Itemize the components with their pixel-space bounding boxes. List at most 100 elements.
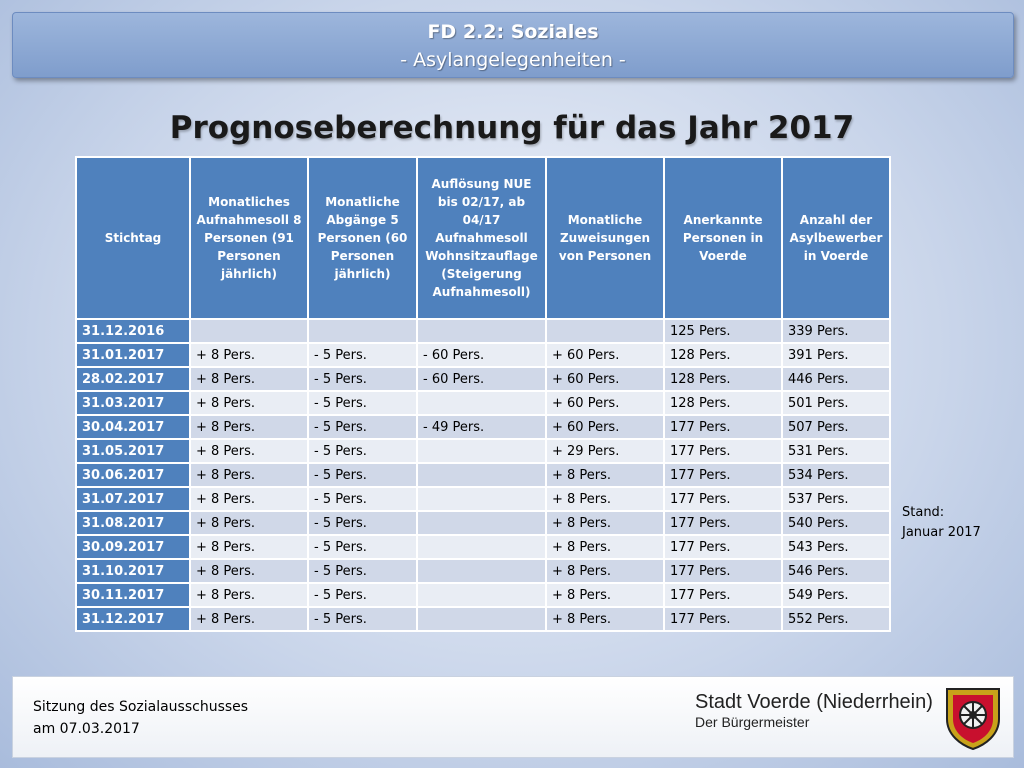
- table-cell: [307, 318, 418, 344]
- table-cell: + 8 Pers.: [189, 342, 309, 368]
- table-cell: + 8 Pers.: [189, 510, 309, 536]
- table-cell: [416, 510, 547, 536]
- table-row: 30.09.2017 + 8 Pers. - 5 Pers. + 8 Pers. 177…: [75, 534, 891, 560]
- table-cell: 177 Pers.: [663, 486, 783, 512]
- table-cell: [416, 390, 547, 416]
- table-row: 31.12.2017 + 8 Pers. - 5 Pers. + 8 Pers. 177…: [75, 606, 891, 632]
- mayor-label: Der Bürgermeister: [695, 714, 810, 730]
- table-cell: 128 Pers.: [663, 390, 783, 416]
- table-cell: + 8 Pers.: [189, 366, 309, 392]
- table-cell: - 5 Pers.: [307, 558, 418, 584]
- meeting-info: Sitzung des Sozialausschusses am 07.03.2…: [33, 696, 248, 740]
- table-row: 31.10.2017 + 8 Pers. - 5 Pers. + 8 Pers. 177…: [75, 558, 891, 584]
- table-cell: 339 Pers.: [781, 318, 891, 344]
- table-row: 28.02.2017 + 8 Pers. - 5 Pers. - 60 Pers. + …: [75, 366, 891, 392]
- table-cell: + 8 Pers.: [189, 390, 309, 416]
- table-cell: + 8 Pers.: [189, 462, 309, 488]
- date-cell: 30.09.2017: [75, 534, 191, 560]
- table-cell: + 8 Pers.: [189, 486, 309, 512]
- table-cell: + 8 Pers.: [545, 534, 665, 560]
- table-cell: + 8 Pers.: [545, 582, 665, 608]
- table-row: 31.12.2016 125 Pers. 339 Pers.: [75, 318, 891, 344]
- date-cell: 31.05.2017: [75, 438, 191, 464]
- table-cell: 177 Pers.: [663, 534, 783, 560]
- table-cell: 177 Pers.: [663, 414, 783, 440]
- date-cell: 31.07.2017: [75, 486, 191, 512]
- stand-label: Stand:: [902, 505, 945, 520]
- table-cell: 501 Pers.: [781, 390, 891, 416]
- forecast-table: Stichtag Monatliches Aufnahmesoll 8 Perso…: [75, 156, 891, 632]
- table-cell: - 5 Pers.: [307, 438, 418, 464]
- date-cell: 30.06.2017: [75, 462, 191, 488]
- date-cell: 30.04.2017: [75, 414, 191, 440]
- table-cell: 177 Pers.: [663, 558, 783, 584]
- table-cell: [416, 558, 547, 584]
- page-title: Prognoseberechnung für das Jahr 2017: [169, 110, 855, 146]
- table-cell: [545, 318, 665, 344]
- table-row: 31.07.2017 + 8 Pers. - 5 Pers. + 8 Pers. 177…: [75, 486, 891, 512]
- city-name: Stadt Voerde (Niederrhein): [695, 691, 933, 713]
- table-cell: 549 Pers.: [781, 582, 891, 608]
- table-cell: - 5 Pers.: [307, 462, 418, 488]
- table-cell: 546 Pers.: [781, 558, 891, 584]
- table-cell: - 5 Pers.: [307, 342, 418, 368]
- table-cell: [189, 318, 309, 344]
- table-cell: - 5 Pers.: [307, 606, 418, 632]
- table-cell: 391 Pers.: [781, 342, 891, 368]
- table-cell: 552 Pers.: [781, 606, 891, 632]
- date-cell: 28.02.2017: [75, 366, 191, 392]
- table-cell: + 8 Pers.: [189, 606, 309, 632]
- table-cell: - 5 Pers.: [307, 534, 418, 560]
- table-cell: [416, 534, 547, 560]
- column-header: Monatliche Zuweisungen von Personen: [545, 156, 665, 320]
- table-cell: + 60 Pers.: [545, 390, 665, 416]
- table-cell: 177 Pers.: [663, 462, 783, 488]
- table-cell: 125 Pers.: [663, 318, 783, 344]
- table-cell: - 5 Pers.: [307, 366, 418, 392]
- column-header: Stichtag: [75, 156, 191, 320]
- stand-note: Stand: Januar 2017: [902, 503, 981, 543]
- table-cell: 540 Pers.: [781, 510, 891, 536]
- stand-date: Januar 2017: [902, 525, 981, 540]
- header-title: FD 2.2: Soziales: [427, 21, 599, 43]
- table-cell: 177 Pers.: [663, 582, 783, 608]
- city-crest-icon: [946, 688, 1000, 751]
- table-cell: + 8 Pers.: [189, 414, 309, 440]
- table-cell: + 8 Pers.: [189, 558, 309, 584]
- date-cell: 31.08.2017: [75, 510, 191, 536]
- table-row: 30.06.2017 + 8 Pers. - 5 Pers. + 8 Pers. 177…: [75, 462, 891, 488]
- table-row: 30.04.2017 + 8 Pers. - 5 Pers. - 49 Pers. + …: [75, 414, 891, 440]
- table-cell: + 8 Pers.: [545, 462, 665, 488]
- table-cell: - 5 Pers.: [307, 390, 418, 416]
- header-banner: FD 2.2: Soziales - Asylangelegenheiten -: [12, 12, 1014, 78]
- table-cell: [416, 582, 547, 608]
- table-cell: [416, 606, 547, 632]
- table-cell: - 5 Pers.: [307, 582, 418, 608]
- date-cell: 31.12.2017: [75, 606, 191, 632]
- table-cell: - 5 Pers.: [307, 510, 418, 536]
- table-cell: + 8 Pers.: [189, 438, 309, 464]
- table-cell: 128 Pers.: [663, 366, 783, 392]
- date-cell: 30.11.2017: [75, 582, 191, 608]
- table-row: 31.05.2017 + 8 Pers. - 5 Pers. + 29 Pers. 17…: [75, 438, 891, 464]
- table-cell: + 60 Pers.: [545, 366, 665, 392]
- table-cell: 531 Pers.: [781, 438, 891, 464]
- table-cell: 446 Pers.: [781, 366, 891, 392]
- table-cell: [416, 462, 547, 488]
- meeting-name: Sitzung des Sozialausschusses: [33, 699, 249, 715]
- date-cell: 31.03.2017: [75, 390, 191, 416]
- date-cell: 31.01.2017: [75, 342, 191, 368]
- table-cell: 177 Pers.: [663, 438, 783, 464]
- table-cell: 177 Pers.: [663, 606, 783, 632]
- table-cell: + 60 Pers.: [545, 342, 665, 368]
- table-cell: 507 Pers.: [781, 414, 891, 440]
- table-cell: [416, 438, 547, 464]
- table-cell: [416, 486, 547, 512]
- table-cell: - 60 Pers.: [416, 342, 547, 368]
- table-cell: - 49 Pers.: [416, 414, 547, 440]
- date-cell: 31.10.2017: [75, 558, 191, 584]
- table-row: 31.03.2017 + 8 Pers. - 5 Pers. + 60 Pers. 12…: [75, 390, 891, 416]
- table-header-row: Stichtag Monatliches Aufnahmesoll 8 Perso…: [75, 156, 891, 320]
- table-cell: 534 Pers.: [781, 462, 891, 488]
- table-cell: + 8 Pers.: [189, 534, 309, 560]
